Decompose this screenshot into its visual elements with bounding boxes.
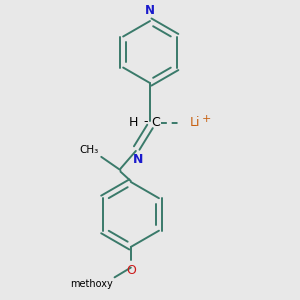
Text: methoxy: methoxy (70, 279, 113, 289)
Text: O: O (126, 264, 136, 277)
Text: H: H (129, 116, 138, 128)
Text: -: - (143, 116, 148, 128)
Text: N: N (133, 153, 143, 166)
Text: C: C (151, 116, 160, 128)
Text: CH₃: CH₃ (79, 146, 98, 155)
Text: N: N (145, 4, 155, 17)
Text: Li: Li (190, 116, 200, 128)
Text: +: + (202, 114, 211, 124)
